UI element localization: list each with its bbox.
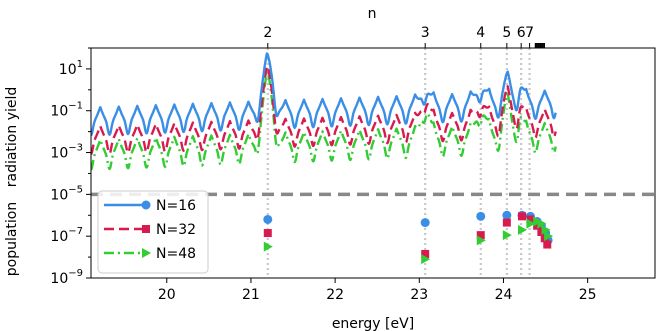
yield-curve-n-32 bbox=[91, 64, 557, 155]
population-marker-n-16-2 bbox=[476, 211, 486, 221]
x-tick-label-22: 22 bbox=[326, 287, 344, 303]
y-tick-label--3: 10−3 bbox=[50, 143, 83, 162]
legend-label-2: N=48 bbox=[156, 246, 196, 262]
population-marker-n-48-5 bbox=[526, 218, 536, 229]
population-marker-n-32-2 bbox=[476, 231, 485, 240]
yield-curve-n-16 bbox=[91, 52, 557, 137]
population-marker-n-32-5 bbox=[526, 215, 535, 224]
population-marker-n-32-3 bbox=[502, 218, 511, 227]
y-tick-label--5: 10−5 bbox=[50, 184, 83, 203]
population-marker-n-48-7 bbox=[537, 218, 547, 229]
population-marker-n-32-1 bbox=[421, 249, 430, 258]
population-marker-n-48-9 bbox=[544, 231, 554, 242]
x-tick-label-25: 25 bbox=[579, 287, 597, 303]
plot-frame bbox=[90, 47, 656, 279]
x-tick-label-20: 20 bbox=[158, 287, 176, 303]
y-tick-label-1: 101 bbox=[59, 59, 83, 78]
legend-marker-0 bbox=[141, 200, 151, 210]
top-tick-label-n2: 2 bbox=[263, 25, 272, 41]
legend-marker-2 bbox=[142, 248, 151, 258]
population-marker-n-16-1 bbox=[420, 218, 430, 228]
top-tick-label-n4: 4 bbox=[476, 25, 485, 41]
top-tick-label-n3: 3 bbox=[421, 25, 430, 41]
legend-marker-1 bbox=[142, 225, 150, 233]
legend: N=16 N=32 N=48 bbox=[97, 190, 209, 274]
population-marker-n-16-3 bbox=[502, 210, 512, 220]
population-marker-n-48-8 bbox=[541, 224, 551, 235]
x-tick-label-23: 23 bbox=[410, 287, 428, 303]
population-marker-n-48-2 bbox=[476, 235, 486, 246]
top-tick-label-n6: 6 bbox=[517, 25, 526, 41]
y-tick-label--1: 10−1 bbox=[50, 101, 83, 120]
legend-label-1: N=32 bbox=[156, 222, 196, 238]
y-axis-label-lower: population bbox=[4, 202, 20, 277]
x-tick-label-21: 21 bbox=[242, 287, 260, 303]
top-tick-label-n7: 7 bbox=[525, 25, 534, 41]
x-tick-label-24: 24 bbox=[495, 287, 513, 303]
population-marker-n-32-7 bbox=[537, 228, 546, 236]
top-axis-label: n bbox=[368, 6, 377, 22]
population-marker-n-32-4 bbox=[517, 212, 526, 221]
population-marker-n-32-6 bbox=[533, 221, 542, 230]
legend-label-0: N=16 bbox=[156, 198, 196, 214]
population-marker-n-32-0 bbox=[263, 229, 272, 238]
population-marker-n-48-0 bbox=[263, 241, 273, 252]
population-marker-n-48-3 bbox=[502, 230, 512, 241]
population-marker-n-48-4 bbox=[517, 224, 527, 235]
population-marker-n-48-1 bbox=[421, 254, 431, 265]
x-axis-label: energy [eV] bbox=[332, 316, 414, 331]
population-marker-n-32-9 bbox=[543, 240, 552, 249]
top-tick-label-n5: 5 bbox=[502, 25, 511, 41]
yield-curve-n-48 bbox=[91, 70, 557, 171]
population-marker-n-16-0 bbox=[263, 214, 273, 224]
y-tick-label--7: 10−7 bbox=[50, 226, 83, 245]
y-tick-label--9: 10−9 bbox=[50, 268, 83, 287]
y-axis-label-upper: radiation yield bbox=[4, 87, 20, 188]
